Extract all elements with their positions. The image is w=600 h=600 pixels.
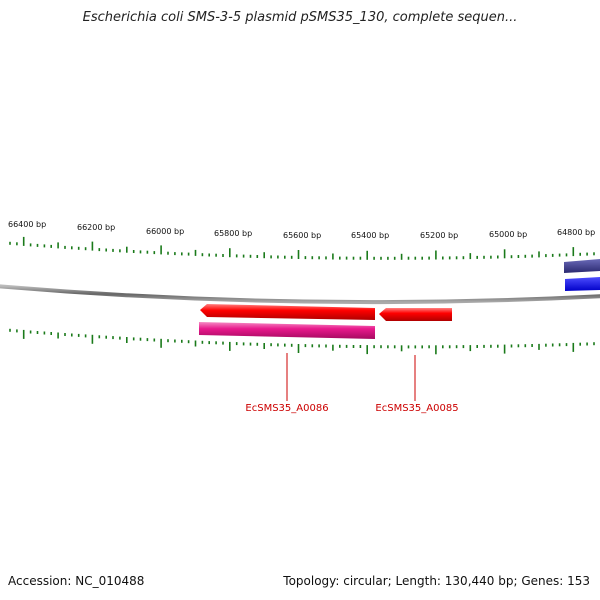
ruler-label: 66000 bp (146, 227, 184, 236)
feature-indigo[interactable] (564, 259, 600, 273)
ruler-label: 65400 bp (351, 231, 389, 240)
ruler-label: 66200 bp (77, 223, 115, 232)
gene-label-ecsms35-a0086[interactable]: EcSMS35_A0086 (245, 403, 328, 414)
ruler-label: 65800 bp (214, 229, 252, 238)
ruler-ticks-inner (9, 328, 595, 355)
map-title: Escherichia coli SMS-3-5 plasmid pSMS35_… (82, 10, 518, 25)
ruler-label: 65600 bp (283, 231, 321, 240)
topology-summary: Topology: circular; Length: 130,440 bp; … (283, 574, 590, 588)
feature-pink[interactable] (199, 322, 375, 339)
plasmid-backbone (0, 284, 600, 305)
ruler-ticks-outer (9, 236, 595, 260)
ruler-label: 65000 bp (489, 230, 527, 239)
ruler-label: 66400 bp (8, 220, 46, 229)
ruler-label: 64800 bp (557, 228, 595, 237)
gene-arrow-ecsms35-a0085[interactable] (379, 308, 452, 321)
accession-label: Accession: NC_010488 (8, 574, 145, 588)
ruler-label: 65200 bp (420, 231, 458, 240)
gene-label-ecsms35-a0085[interactable]: EcSMS35_A0085 (375, 403, 458, 414)
feature-blue[interactable] (565, 277, 600, 291)
gene-arrow-ecsms35-a0086[interactable] (200, 304, 375, 320)
ruler-labels: 66400 bp 66200 bp 66000 bp 65800 bp 6560… (8, 220, 595, 240)
